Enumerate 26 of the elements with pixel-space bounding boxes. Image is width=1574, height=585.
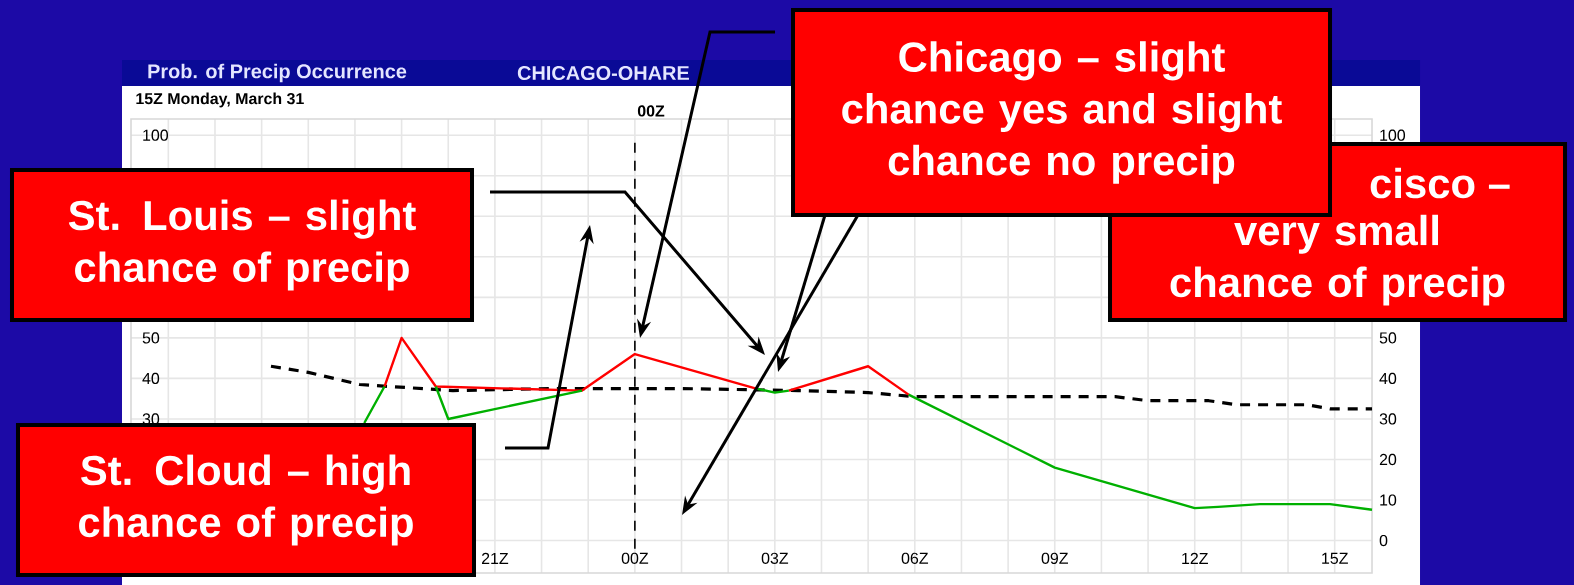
x-tick-label: 09Z bbox=[1041, 552, 1069, 564]
annotation: St. Louis – slight chance of precip bbox=[68, 199, 416, 291]
y2-tick-label: 100 bbox=[1380, 129, 1406, 141]
y2-tick-label: 20 bbox=[1379, 453, 1397, 466]
ref-line-label: 00Z bbox=[637, 105, 665, 117]
annotation: very small chance of precip bbox=[1170, 214, 1505, 306]
chart-title: Prob. of Precip Occurrence bbox=[148, 63, 407, 83]
y-tick-label: 100 bbox=[143, 129, 169, 141]
x-tick-label: 03Z bbox=[761, 552, 789, 564]
y2-tick-label: 40 bbox=[1379, 372, 1397, 385]
text: 15Z Monday, March 31 bbox=[136, 92, 304, 108]
x-tick-label: 06Z bbox=[901, 552, 929, 564]
y2-tick-label: 30 bbox=[1379, 413, 1397, 425]
annotation: cisco – bbox=[1370, 167, 1510, 199]
x-tick-label: 15Z bbox=[1322, 552, 1348, 564]
y2-tick-label: 50 bbox=[1379, 332, 1397, 344]
chart-subtitle: CHICAGO-OHARE bbox=[517, 65, 689, 81]
annotation: St. Cloud – high chance of precip bbox=[79, 454, 413, 546]
y2-tick-label: 10 bbox=[1380, 494, 1397, 506]
x-tick-label: 00Z bbox=[621, 552, 649, 564]
y-tick-label: 40 bbox=[142, 372, 160, 385]
x-tick-label: 21Z bbox=[481, 552, 509, 564]
annotation: Chicago – slight chance yes and slight chance no precip bbox=[842, 41, 1282, 184]
x-tick-label: 12Z bbox=[1182, 552, 1208, 564]
y2-tick-label: 0 bbox=[1379, 534, 1388, 547]
y-tick-label: 50 bbox=[142, 332, 160, 344]
